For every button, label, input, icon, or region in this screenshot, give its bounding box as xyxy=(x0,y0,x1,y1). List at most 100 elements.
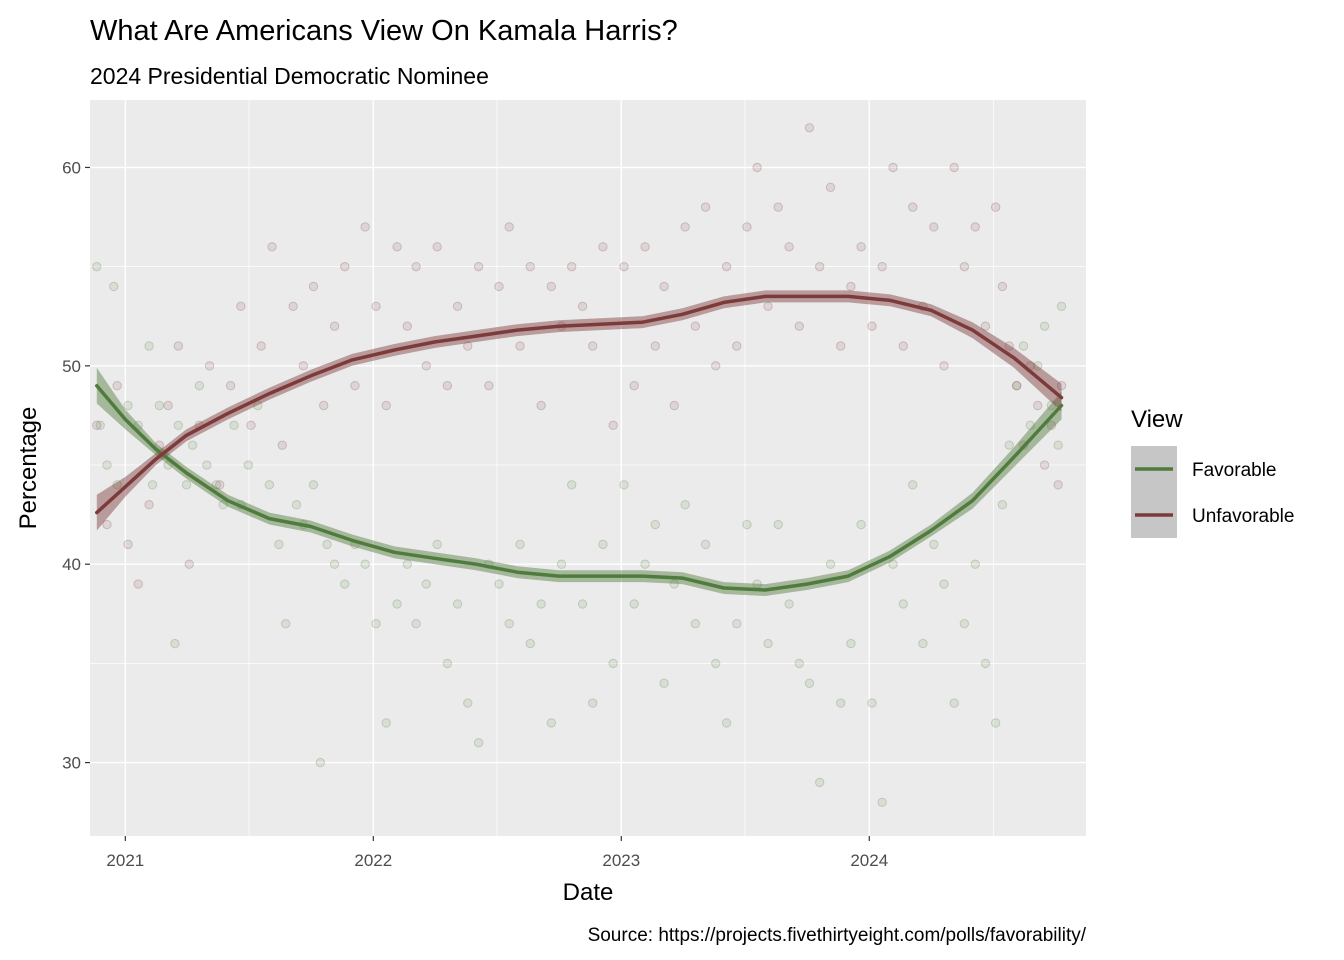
point-unfavorable xyxy=(997,281,1008,292)
point-favorable xyxy=(494,579,504,589)
band-favorable xyxy=(96,367,1062,596)
point-favorable xyxy=(291,500,302,510)
point-unfavorable xyxy=(92,420,102,431)
point-unfavorable xyxy=(888,162,898,173)
point-favorable xyxy=(566,480,577,490)
point-favorable xyxy=(274,539,284,550)
point-unfavorable xyxy=(566,261,577,272)
point-unfavorable xyxy=(267,242,277,252)
point-favorable xyxy=(588,698,598,708)
grid-minor xyxy=(90,100,1086,836)
point-favorable xyxy=(619,480,629,490)
point-unfavorable xyxy=(608,420,618,431)
point-unfavorable xyxy=(112,380,122,391)
point-unfavorable xyxy=(650,341,660,351)
point-unfavorable xyxy=(959,261,970,272)
point-favorable xyxy=(1018,341,1029,351)
point-favorable xyxy=(322,539,332,550)
point-favorable xyxy=(133,420,143,431)
point-unfavorable xyxy=(163,400,173,411)
x-axis: 2021 2022 2023 2024 xyxy=(106,836,888,870)
point-favorable xyxy=(452,599,463,609)
point-favorable xyxy=(253,400,263,411)
point-favorable xyxy=(836,698,846,708)
x-tick-label: 2022 xyxy=(354,851,392,870)
point-favorable xyxy=(825,559,836,569)
y-axis: 30 40 50 60 xyxy=(62,158,90,773)
point-favorable xyxy=(659,678,669,688)
x-tick-label: 2021 xyxy=(106,851,144,870)
point-unfavorable xyxy=(680,222,690,232)
point-favorable xyxy=(546,718,557,728)
point-unfavorable xyxy=(154,440,164,450)
point-unfavorable xyxy=(814,261,825,272)
point-favorable xyxy=(525,638,535,649)
point-favorable xyxy=(742,519,752,530)
point-unfavorable xyxy=(246,420,256,431)
y-tick-label: 30 xyxy=(62,754,81,773)
point-unfavorable xyxy=(732,341,742,351)
point-favorable xyxy=(536,599,546,609)
point-favorable xyxy=(939,579,949,589)
point-favorable xyxy=(877,797,887,807)
point-favorable xyxy=(381,718,391,728)
x-tick-label: 2023 xyxy=(602,851,640,870)
point-unfavorable xyxy=(908,202,918,212)
point-favorable xyxy=(92,261,102,272)
point-favorable xyxy=(700,539,711,550)
x-axis-title: Date xyxy=(563,879,614,906)
point-unfavorable xyxy=(619,261,629,272)
point-favorable xyxy=(959,619,970,629)
point-favorable xyxy=(173,420,184,431)
point-unfavorable xyxy=(577,301,588,312)
point-unfavorable xyxy=(825,182,836,192)
point-unfavorable xyxy=(846,281,856,292)
point-unfavorable xyxy=(1039,460,1050,470)
point-unfavorable xyxy=(836,341,846,351)
point-unfavorable xyxy=(752,162,762,173)
point-favorable xyxy=(181,480,192,490)
point-unfavorable xyxy=(123,539,133,550)
point-favorable xyxy=(1053,440,1063,450)
point-unfavorable xyxy=(700,202,711,212)
x-tick-label: 2024 xyxy=(850,851,888,870)
legend: View Favorable Unfavorable xyxy=(1131,406,1294,538)
point-unfavorable xyxy=(298,361,309,371)
point-unfavorable xyxy=(1046,420,1057,431)
point-favorable xyxy=(640,559,650,569)
chart-subtitle: 2024 Presidential Democratic Nominee xyxy=(90,63,489,89)
y-tick-label: 50 xyxy=(62,357,81,376)
point-unfavorable xyxy=(980,321,991,331)
point-unfavorable xyxy=(360,222,370,232)
point-unfavorable xyxy=(588,341,598,351)
point-unfavorable xyxy=(442,380,453,391)
point-unfavorable xyxy=(773,202,783,212)
point-unfavorable xyxy=(463,341,473,351)
point-favorable xyxy=(949,698,959,708)
point-unfavorable xyxy=(1056,380,1067,391)
legend-label-favorable: Favorable xyxy=(1192,460,1277,481)
point-favorable xyxy=(102,460,112,470)
point-favorable xyxy=(970,559,980,569)
point-unfavorable xyxy=(371,301,381,312)
point-favorable xyxy=(360,559,370,569)
point-unfavorable xyxy=(598,242,608,252)
point-unfavorable xyxy=(629,380,639,391)
point-favorable xyxy=(1025,420,1035,431)
point-favorable xyxy=(194,380,205,391)
point-unfavorable xyxy=(804,123,815,133)
point-unfavorable xyxy=(1012,380,1022,391)
point-favorable xyxy=(556,559,567,569)
point-favorable xyxy=(421,579,432,589)
point-favorable xyxy=(804,678,815,688)
point-unfavorable xyxy=(929,222,939,232)
point-unfavorable xyxy=(711,361,721,371)
point-favorable xyxy=(123,400,133,411)
point-favorable xyxy=(650,519,660,530)
point-favorable xyxy=(1039,321,1050,331)
point-favorable xyxy=(1012,380,1022,391)
point-favorable xyxy=(1004,440,1014,450)
point-favorable xyxy=(980,658,991,669)
point-unfavorable xyxy=(659,281,669,292)
